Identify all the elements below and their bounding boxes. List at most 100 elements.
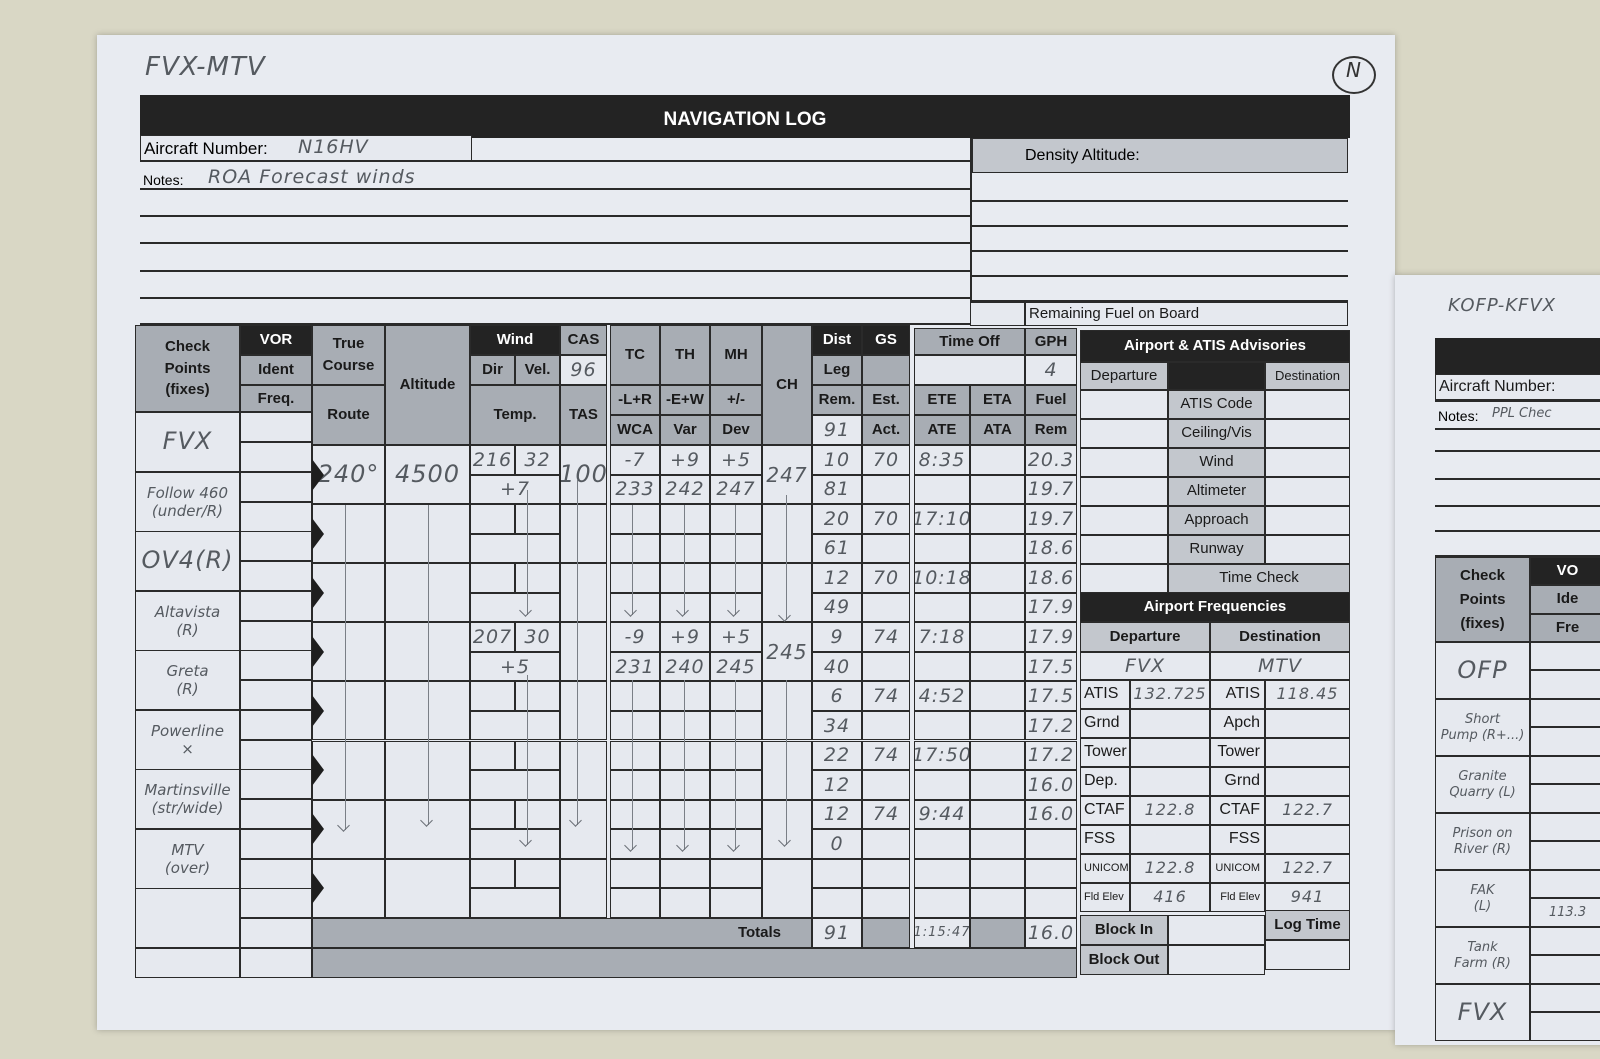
ata-cell[interactable] [970,710,1025,741]
dist-rem-cell[interactable]: 12 [812,770,862,800]
wind-dir-cell[interactable] [470,504,515,534]
ata-cell[interactable] [970,651,1025,682]
vor-ident-cell[interactable] [240,709,312,740]
mh-cell[interactable]: 242 [660,474,710,505]
advisory-departure-cell[interactable] [1080,390,1168,419]
ch-cell[interactable] [762,504,812,564]
var-cell[interactable]: +9 [660,622,710,652]
th-cell[interactable] [610,710,660,741]
freq-value[interactable]: 132.725 [1130,680,1210,709]
ete-cell[interactable] [914,858,970,889]
wca-cell[interactable] [610,740,660,771]
gs-act-cell[interactable] [862,533,910,564]
freq-value[interactable] [1265,825,1350,854]
temp-cell[interactable] [470,710,560,741]
gs-act-cell[interactable] [862,474,910,505]
ate-cell[interactable] [914,592,970,623]
wind-vel-cell[interactable] [515,681,560,711]
wca-cell[interactable] [610,563,660,593]
vor-ident-cell[interactable] [240,948,312,978]
ete-cell[interactable]: 10:18 [914,563,970,593]
wca-cell[interactable] [610,681,660,711]
freq-value[interactable]: 416 [1130,883,1210,912]
freq-value[interactable] [1130,767,1210,796]
var-cell[interactable] [660,799,710,830]
advisory-departure-cell[interactable] [1080,477,1168,506]
route-cell[interactable] [312,740,385,800]
checkpoint-cell-blank[interactable] [135,888,240,948]
var-cell[interactable] [660,504,710,534]
wind-dir-cell[interactable] [470,681,515,711]
wind-dir-cell[interactable]: 216 [470,445,515,475]
wind-vel-cell[interactable] [515,504,560,534]
dist-rem-cell[interactable]: 49 [812,592,862,623]
vor-freq-cell[interactable] [240,739,312,770]
fuel-rem-cell[interactable]: 19.7 [1025,474,1077,505]
tas-cell[interactable] [560,622,607,682]
vor-ident-cell[interactable] [240,471,312,502]
second-vor-freq-cell[interactable] [1530,955,1600,984]
ate-cell[interactable] [914,533,970,564]
ch-cell[interactable] [762,681,812,741]
wind-dir-cell[interactable] [470,799,515,830]
vor-freq-cell[interactable] [240,501,312,532]
dist-leg-cell[interactable]: 22 [812,740,862,771]
mh-cell[interactable]: 240 [660,651,710,682]
second-checkpoint-cell[interactable]: Short Pump (R+...) [1435,699,1530,756]
freq-destination-airport[interactable]: MTV [1210,652,1350,680]
vor-ident-cell[interactable] [240,828,312,859]
gs-act-cell[interactable] [862,710,910,741]
log-time-value[interactable] [1265,940,1350,970]
freq-value[interactable]: 941 [1265,883,1350,912]
freq-value[interactable] [1265,767,1350,796]
ate-cell[interactable] [914,770,970,800]
second-vor-cell[interactable] [1530,642,1600,670]
th-cell[interactable] [610,533,660,564]
dist-rem-cell[interactable]: 81 [812,474,862,505]
ate-cell[interactable] [914,474,970,505]
gs-est-cell[interactable]: 74 [862,799,910,830]
eta-cell[interactable] [970,445,1025,475]
checkpoint-cell-blank[interactable] [135,948,240,978]
dh-cell[interactable] [710,710,762,741]
freq-value[interactable] [1265,738,1350,767]
th-cell[interactable]: 231 [610,651,660,682]
tas-cell[interactable] [560,799,607,859]
advisory-destination-cell[interactable] [1265,506,1350,535]
eta-cell[interactable] [970,858,1025,889]
wind-dir-cell[interactable] [470,740,515,771]
second-vor-cell[interactable] [1530,927,1600,955]
dh-cell[interactable] [710,888,762,918]
wca-cell[interactable] [610,504,660,534]
tas-cell[interactable] [560,740,607,800]
dist-rem-cell[interactable]: 61 [812,533,862,564]
temp-cell[interactable] [470,770,560,800]
mh-cell[interactable] [660,888,710,918]
vor-freq-cell[interactable] [240,561,312,591]
wind-dir-cell[interactable] [470,563,515,593]
ata-cell[interactable] [970,592,1025,623]
gs-est-cell[interactable]: 74 [862,681,910,711]
ata-cell[interactable] [970,829,1025,859]
wind-vel-cell[interactable] [515,740,560,771]
advisory-destination-cell[interactable] [1265,390,1350,419]
block-in-value[interactable] [1168,915,1265,945]
dev-cell[interactable] [710,799,762,830]
checkpoint-cell[interactable]: Martinsville (str/wide) [135,769,240,829]
fuel-rem-cell[interactable] [1025,858,1077,889]
th-cell[interactable] [610,829,660,859]
fuel-rem-cell[interactable]: 18.6 [1025,563,1077,593]
second-vor-freq-cell[interactable] [1530,1012,1600,1041]
ate-cell[interactable] [914,710,970,741]
gs-act-cell[interactable] [862,829,910,859]
advisory-destination-cell[interactable] [1265,535,1350,564]
wind-vel-cell[interactable] [515,799,560,830]
advisory-destination-cell[interactable] [1265,477,1350,506]
wind-dir-cell[interactable] [470,858,515,889]
advisory-departure-cell[interactable] [1080,448,1168,477]
dist-leg-cell[interactable]: 20 [812,504,862,534]
second-vor-cell[interactable] [1530,813,1600,841]
temp-cell[interactable]: +7 [470,474,560,505]
fuel-rem-cell[interactable]: 17.9 [1025,592,1077,623]
dist-leg-cell[interactable]: 6 [812,681,862,711]
